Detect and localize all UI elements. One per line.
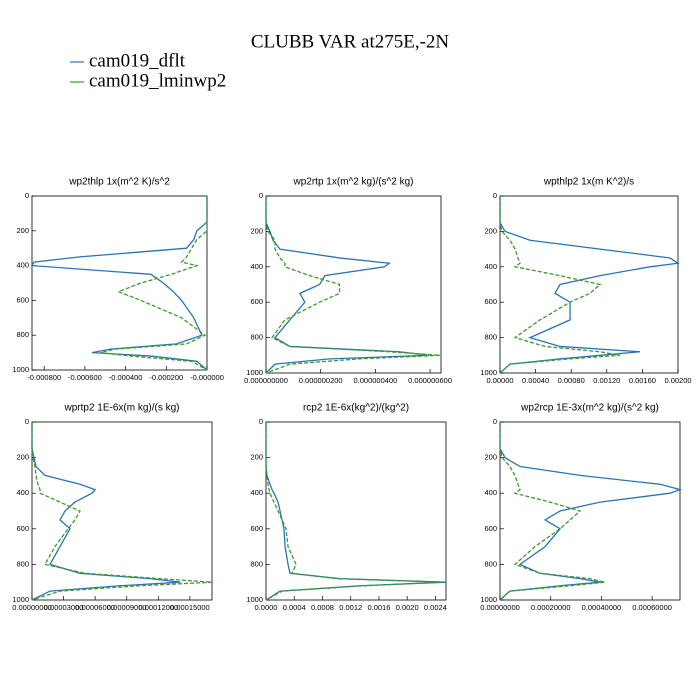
x-tick-label: -0.000800 (27, 373, 61, 382)
y-tick-label: 0 (25, 417, 29, 426)
panel-title: wp2rtp 1x(m^2 kg)/(s^2 kg) (293, 177, 414, 188)
y-tick-label: 200 (484, 226, 497, 235)
x-tick-label: 0.0004 (283, 603, 306, 612)
y-tick-label: 200 (250, 453, 263, 462)
x-tick-label: 0.0024 (424, 603, 447, 612)
y-tick-label: 600 (16, 524, 29, 533)
y-tick-label: 600 (484, 297, 497, 306)
x-tick-label: 0.0016 (367, 603, 390, 612)
y-tick-label: 800 (16, 330, 29, 339)
y-tick-label: 1000 (480, 595, 497, 604)
y-tick-label: 400 (16, 488, 29, 497)
y-tick-label: 400 (484, 262, 497, 271)
y-tick-label: 0 (259, 191, 263, 200)
y-tick-label: 1000 (12, 365, 29, 374)
x-tick-label: 0.00120 (593, 376, 620, 385)
y-tick-label: 200 (16, 453, 29, 462)
y-tick-label: 400 (250, 488, 263, 497)
profile-line (31, 422, 181, 601)
x-tick-label: 0.00000000 (12, 603, 52, 612)
y-tick-label: 800 (250, 559, 263, 568)
plot-frame (31, 195, 208, 371)
x-tick-label: 0.0000 (255, 603, 278, 612)
x-tick-label: 0.00060000 (632, 603, 672, 612)
x-tick-label: -0.000400 (109, 373, 143, 382)
panel-title: wp2thlp 1x(m^2 K)/s^2 (68, 177, 170, 188)
profile-line (100, 196, 208, 371)
x-tick-label: 0.00009000 (107, 603, 147, 612)
x-tick-label: 0.000000200 (299, 376, 343, 385)
y-tick-label: 200 (484, 453, 497, 462)
y-tick-label: 1000 (12, 595, 29, 604)
x-tick-label: 0.000000400 (353, 376, 397, 385)
y-tick-label: 800 (484, 559, 497, 568)
y-tick-label: 200 (250, 226, 263, 235)
x-tick-label: 0.00000 (486, 376, 513, 385)
profile-line (265, 422, 443, 601)
panel-title: wp2rcp 1E-3x(m^2 kg)/(s^2 kg) (520, 403, 659, 414)
x-tick-label: 0.0020 (396, 603, 419, 612)
y-tick-label: 200 (16, 226, 29, 235)
y-tick-label: 0 (493, 417, 497, 426)
x-tick-label: 0.00015000 (170, 603, 210, 612)
profile-line (499, 422, 606, 601)
x-tick-label: 0.00200 (664, 376, 691, 385)
y-tick-label: 1000 (480, 368, 497, 377)
x-tick-label: -0.000000 (190, 373, 224, 382)
x-tick-label: 0.00000000 (480, 603, 520, 612)
profile-line (499, 196, 680, 374)
y-tick-label: 1000 (246, 368, 263, 377)
plot-frame (265, 421, 447, 601)
y-tick-label: 800 (16, 559, 29, 568)
plot-frame (499, 195, 679, 374)
y-tick-label: 600 (250, 297, 263, 306)
y-tick-label: 600 (484, 524, 497, 533)
panel-title: wprtp2 1E-6x(m kg)/(s kg) (63, 403, 179, 414)
x-tick-label: -0.000200 (149, 373, 183, 382)
y-tick-label: 600 (16, 295, 29, 304)
x-tick-label: 0.0008 (311, 603, 334, 612)
x-tick-label: 0.00020000 (531, 603, 571, 612)
panel-title: wpthlp2 1x(m K^2)/s (543, 177, 634, 188)
x-tick-label: 0.00160 (629, 376, 656, 385)
y-tick-label: 0 (259, 417, 263, 426)
y-tick-label: 400 (484, 488, 497, 497)
y-tick-label: 400 (16, 261, 29, 270)
profile-line (30, 196, 208, 371)
plot-frame (31, 421, 213, 601)
y-tick-label: 600 (250, 524, 263, 533)
profile-line (499, 196, 621, 374)
profile-line (31, 422, 212, 601)
legend-label: cam019_lminwp2 (89, 70, 226, 91)
legend-label: cam019_dflt (89, 50, 186, 71)
y-tick-label: 400 (250, 262, 263, 271)
x-tick-label: 0.000000600 (408, 376, 452, 385)
x-tick-label: 0.00006000 (75, 603, 115, 612)
x-tick-label: -0.000600 (68, 373, 102, 382)
y-tick-label: 800 (250, 333, 263, 342)
y-tick-label: 0 (25, 191, 29, 200)
x-tick-label: 0.00012000 (139, 603, 179, 612)
x-tick-label: 0.00003000 (44, 603, 84, 612)
y-tick-label: 800 (484, 333, 497, 342)
x-tick-label: 0.00040 (522, 376, 549, 385)
x-tick-label: 0.00040000 (582, 603, 622, 612)
x-tick-label: 0.000000000 (244, 376, 288, 385)
profile-line (499, 422, 683, 601)
plot-frame (499, 421, 681, 601)
x-tick-label: 0.00080 (558, 376, 585, 385)
plot-frame (265, 195, 442, 374)
x-tick-label: 0.0012 (339, 603, 362, 612)
figure-title: CLUBB VAR at275E,-2N (251, 31, 450, 52)
profile-line (265, 196, 440, 374)
panel-title: rcp2 1E-6x(kg^2)/(kg^2) (303, 403, 409, 414)
y-tick-label: 1000 (246, 595, 263, 604)
y-tick-label: 0 (493, 191, 497, 200)
